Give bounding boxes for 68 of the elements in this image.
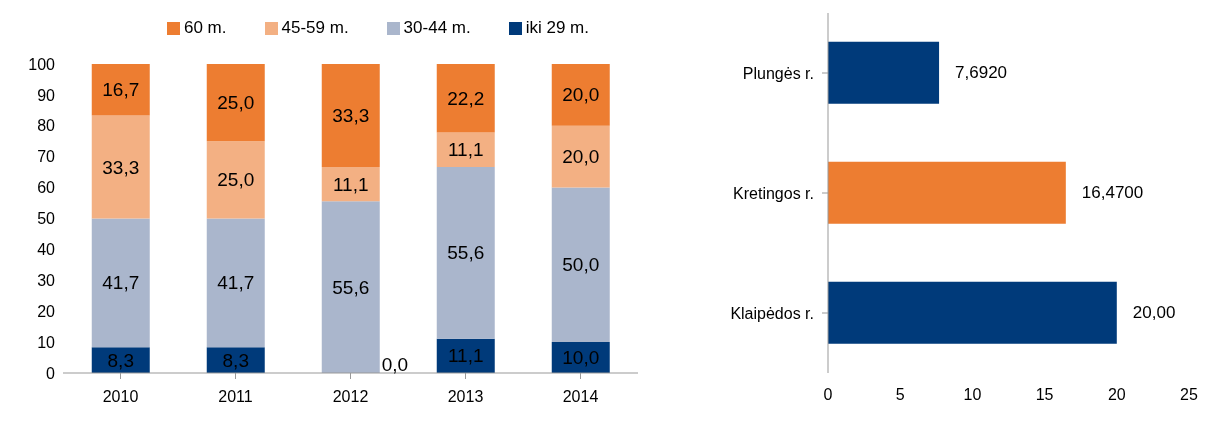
x-tick-label: 2011 [218, 388, 253, 406]
legend-label: 60 m. [183, 18, 227, 38]
data-label: 33,3 [102, 156, 140, 178]
bar [206, 64, 265, 142]
x-tick-label: 2012 [332, 388, 369, 406]
data-label: 25,0 [217, 169, 255, 191]
x-tick-label: 25 [1180, 386, 1198, 404]
x-tick-label: 2014 [562, 388, 599, 406]
y-tick-label: 30 [37, 271, 56, 289]
data-label: 20,0 [562, 146, 600, 168]
x-tick-label: 2013 [447, 388, 484, 406]
data-label: 22,2 [447, 87, 485, 109]
legend-label: 30-44 m. [403, 18, 471, 38]
data-label: 16,7 [102, 79, 140, 101]
y-tick-label: 10 [37, 333, 56, 351]
data-label: 8,3 [107, 349, 134, 371]
data-label: 11,1 [447, 139, 484, 161]
y-tick-label: 60 [37, 179, 56, 197]
y-tick-label: 80 [37, 117, 56, 135]
x-tick-label: 5 [895, 386, 905, 404]
bar [436, 166, 495, 339]
data-label: 55,6 [332, 276, 370, 298]
data-label: 41,7 [102, 272, 140, 294]
bar [321, 64, 380, 167]
y-tick-label: 20 [37, 302, 56, 320]
bar [551, 125, 610, 188]
x-tick-label: 10 [963, 386, 982, 404]
data-label: 50,0 [562, 254, 600, 276]
x-tick-label: 20 [1107, 386, 1126, 404]
y-tick-label: Kretingos r. [733, 184, 814, 202]
y-tick-label: Klaipėdos r. [730, 304, 814, 322]
data-label: 16,4700 [1081, 183, 1144, 203]
bar [206, 141, 265, 219]
data-label: 10,0 [562, 347, 600, 369]
data-label: 20,00 [1132, 303, 1176, 323]
y-tick-label: 100 [28, 55, 56, 73]
y-tick-label: 90 [37, 86, 56, 104]
data-label: 33,3 [332, 104, 370, 126]
y-tick-label: Plungės r. [742, 64, 814, 82]
data-label: 11,1 [447, 345, 484, 367]
legend-label: iki 29 m. [525, 18, 589, 38]
bar [828, 161, 1066, 224]
data-label: 20,0 [562, 84, 600, 106]
data-label: 55,6 [447, 242, 485, 264]
x-tick-label: 0 [823, 386, 833, 404]
data-label: 41,7 [217, 272, 255, 294]
bar [828, 41, 940, 104]
x-tick-label: 15 [1035, 386, 1054, 404]
data-label: 8,3 [222, 349, 249, 371]
data-label: 7,6920 [955, 63, 1008, 83]
data-label: 25,0 [217, 92, 255, 114]
y-tick-label: 40 [37, 241, 56, 259]
bar [91, 218, 150, 348]
bar [551, 187, 610, 343]
bar [91, 64, 150, 116]
y-tick-label: 50 [37, 210, 56, 228]
bar [828, 281, 1117, 344]
bar [206, 218, 265, 348]
bar [91, 115, 150, 219]
legend-label: 45-59 m. [281, 18, 349, 38]
bar [551, 64, 610, 126]
x-tick-label: 2010 [102, 388, 139, 406]
data-label: 11,1 [332, 173, 369, 195]
bar [436, 64, 495, 133]
bar [321, 201, 380, 373]
y-tick-label: 70 [37, 148, 56, 166]
data-label: 0,0 [381, 353, 409, 375]
y-tick-label: 0 [46, 364, 56, 382]
